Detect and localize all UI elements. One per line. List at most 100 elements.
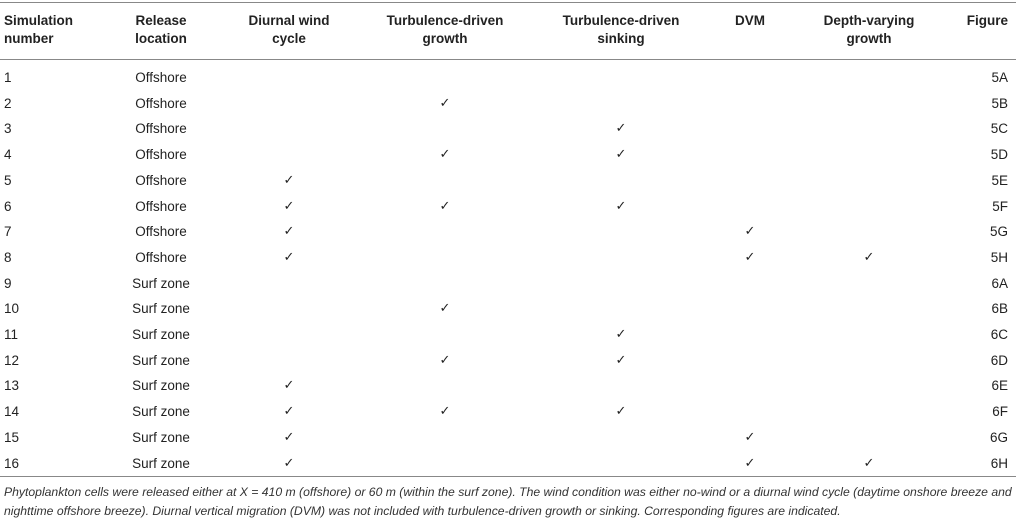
header-line: DVM [735,13,765,28]
cell-simulation-number: 14 [4,404,20,420]
cell-turbulence-sinking: ✓ [615,147,627,163]
cell-dvm: ✓ [744,249,756,265]
cell-figure: 5A [991,70,1008,85]
table-row: 14 Surf zone ✓ ✓ ✓ 6F [0,403,1016,429]
cell-diurnal-wind: ✓ [283,198,295,214]
cell-turbulence-sinking: ✓ [615,404,627,420]
cell-figure: 6A [991,275,1008,291]
cell-simulation-number: 9 [4,275,12,291]
cell-figure: 5D [990,147,1008,163]
table-row: 2 Offshore ✓ 5B [0,95,1016,121]
cell-diurnal-wind: ✓ [283,429,295,445]
header-dvm: DVM [735,12,765,30]
cell-figure: 5H [990,249,1008,265]
cell-release-location: Surf zone [132,429,190,445]
header-line: Release [135,13,187,28]
table-bottom-rule [0,476,1016,477]
cell-turbulence-growth: ✓ [439,404,451,420]
header-turbulence-sinking: Turbulence-driven sinking [563,12,680,48]
table-row: 10 Surf zone ✓ 6B [0,300,1016,326]
table-footnote: Phytoplankton cells were released either… [4,485,1012,518]
cell-depth-varying-growth: ✓ [863,455,875,471]
table-row: 5 Offshore ✓ 5E [0,172,1016,198]
header-line: growth [422,31,468,46]
cell-depth-varying-growth: ✓ [863,249,875,265]
table-row: 7 Offshore ✓ ✓ 5G [0,223,1016,249]
table-row: 8 Offshore ✓ ✓ ✓ 5H [0,249,1016,275]
header-rule [0,59,1016,60]
header-simulation-number: Simulation number [4,12,73,48]
cell-simulation-number: 7 [4,224,12,240]
header-release-location: Release location [135,12,187,48]
cell-release-location: Offshore [135,198,187,214]
header-line: number [4,31,54,46]
cell-figure: 6H [990,455,1008,471]
header-line: Figure [966,13,1008,28]
header-figure: Figure [967,12,1008,30]
cell-figure: 6C [990,327,1008,342]
cell-diurnal-wind: ✓ [283,378,295,394]
cell-turbulence-growth: ✓ [439,95,451,111]
cell-figure: 5F [992,198,1008,214]
cell-figure: 6F [992,404,1008,420]
cell-simulation-number: 16 [4,455,20,471]
table-row: 4 Offshore ✓ ✓ 5D [0,146,1016,172]
cell-turbulence-sinking: ✓ [615,327,627,342]
cell-simulation-number: 10 [4,301,20,317]
header-line: Depth-varying [823,13,915,28]
cell-simulation-number: 1 [4,70,12,85]
table-row: 6 Offshore ✓ ✓ ✓ 5F [0,198,1016,224]
cell-turbulence-growth: ✓ [439,352,451,368]
cell-simulation-number: 4 [4,147,12,163]
cell-diurnal-wind: ✓ [283,455,295,471]
cell-figure: 6B [991,301,1008,317]
cell-release-location: Offshore [135,70,187,85]
cell-diurnal-wind: ✓ [283,224,295,240]
table-row: 16 Surf zone ✓ ✓ ✓ 6H [0,455,1016,481]
header-line: location [135,31,187,46]
table-row: 12 Surf zone ✓ ✓ 6D [0,352,1016,378]
cell-figure: 5B [991,95,1008,111]
cell-diurnal-wind: ✓ [283,172,295,188]
cell-release-location: Offshore [135,172,187,188]
cell-simulation-number: 13 [4,378,20,394]
table-row: 9 Surf zone 6A [0,275,1016,301]
header-line: Turbulence-driven [386,13,504,28]
header-line: Simulation [4,13,74,28]
cell-diurnal-wind: ✓ [283,249,295,265]
table-row: 1 Offshore 5A [0,69,1016,95]
cell-figure: 5C [990,121,1008,137]
cell-simulation-number: 3 [4,121,12,137]
cell-release-location: Surf zone [132,275,190,291]
cell-figure: 6D [990,352,1008,368]
cell-release-location: Surf zone [132,404,190,420]
cell-simulation-number: 12 [4,352,20,368]
table-row: 15 Surf zone ✓ ✓ 6G [0,429,1016,455]
cell-turbulence-sinking: ✓ [615,121,627,137]
table-row: 13 Surf zone ✓ 6E [0,377,1016,403]
cell-turbulence-sinking: ✓ [615,352,627,368]
cell-dvm: ✓ [744,429,756,445]
cell-release-location: Offshore [135,249,187,265]
cell-figure: 5E [991,172,1008,188]
header-line: Diurnal wind [248,13,330,28]
cell-diurnal-wind: ✓ [283,404,295,420]
cell-simulation-number: 2 [4,95,12,111]
cell-turbulence-growth: ✓ [439,147,451,163]
table-row: 3 Offshore ✓ 5C [0,120,1016,146]
header-line: Turbulence-driven [562,13,680,28]
table-top-rule [0,2,1016,3]
cell-turbulence-sinking: ✓ [615,198,627,214]
cell-release-location: Offshore [135,95,187,111]
cell-simulation-number: 11 [4,327,19,342]
header-line: cycle [272,31,306,46]
cell-figure: 6E [991,378,1008,394]
cell-release-location: Surf zone [132,378,190,394]
cell-simulation-number: 5 [4,172,12,188]
cell-release-location: Offshore [135,147,187,163]
cell-release-location: Surf zone [132,327,190,342]
cell-release-location: Surf zone [132,352,190,368]
cell-release-location: Surf zone [132,455,190,471]
cell-release-location: Offshore [135,121,187,137]
